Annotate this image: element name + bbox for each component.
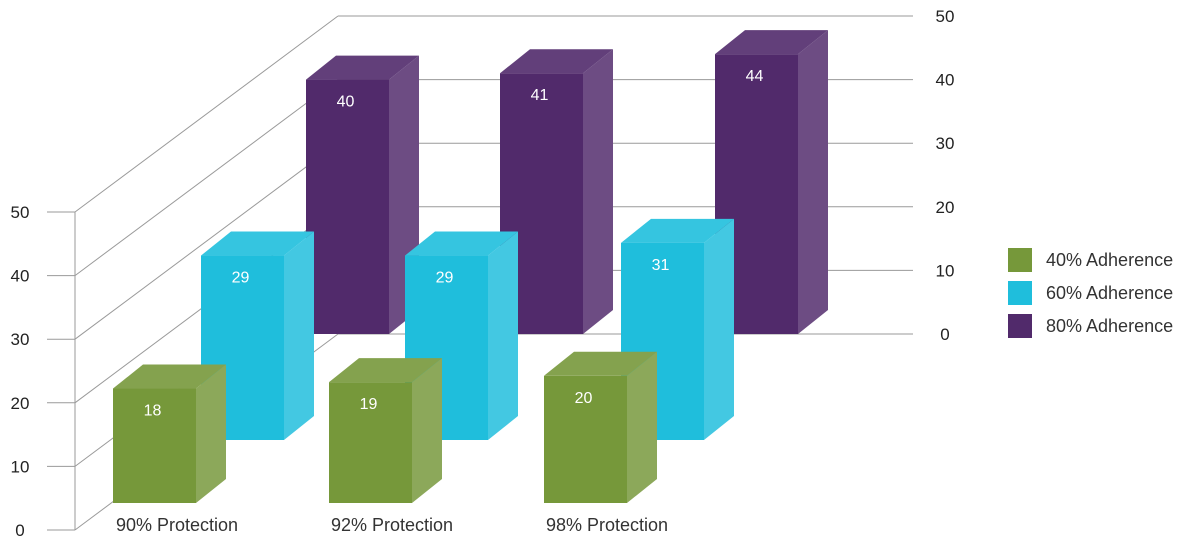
x-category-labels: 90% Protection 92% Protection 98% Protecti… bbox=[116, 515, 668, 535]
data-label: 19 bbox=[360, 396, 378, 413]
y-tick-label-right: 20 bbox=[936, 198, 955, 217]
bar-top-face bbox=[500, 49, 613, 74]
gridline-side bbox=[74, 15, 339, 213]
bar: 40 bbox=[306, 55, 419, 334]
data-label: 20 bbox=[575, 390, 593, 407]
y-tick-label-left: 0 bbox=[15, 521, 24, 536]
gridline-side bbox=[74, 142, 339, 340]
y-tick-label-right: 10 bbox=[936, 261, 955, 280]
y-tick-label-left: 50 bbox=[11, 203, 30, 222]
bar: 19 bbox=[329, 358, 442, 503]
data-label: 29 bbox=[232, 270, 250, 287]
legend: 40% Adherence 60% Adherence 80% Adherence bbox=[1008, 248, 1173, 338]
bar: 41 bbox=[500, 49, 613, 335]
bar-top-face bbox=[544, 351, 657, 376]
bar-front-face bbox=[113, 388, 196, 503]
bar-side-face bbox=[798, 30, 828, 334]
y-tick-label-left: 30 bbox=[11, 330, 30, 349]
bar-front-face bbox=[306, 79, 389, 334]
data-label: 44 bbox=[746, 68, 764, 85]
legend-label: 40% Adherence bbox=[1046, 250, 1173, 270]
y-tick-label-right: 0 bbox=[940, 325, 949, 344]
bar-side-face bbox=[488, 231, 518, 440]
bar-top-face bbox=[329, 358, 442, 383]
bar-side-face bbox=[583, 49, 613, 335]
y-tick-labels: 0 0 10 10 20 20 30 30 40 40 50 50 bbox=[11, 7, 955, 536]
legend-swatch bbox=[1008, 281, 1032, 305]
bar-side-face bbox=[704, 218, 734, 440]
legend-swatch bbox=[1008, 314, 1032, 338]
data-label: 29 bbox=[436, 270, 454, 287]
y-tick-label-left: 10 bbox=[11, 457, 30, 476]
data-label: 40 bbox=[337, 94, 355, 111]
y-tick-label-right: 30 bbox=[936, 134, 955, 153]
category-label: 90% Protection bbox=[116, 515, 238, 535]
bar-top-face bbox=[405, 231, 518, 256]
legend-item: 40% Adherence bbox=[1008, 248, 1173, 272]
category-label: 98% Protection bbox=[546, 515, 668, 535]
y-tick-label-left: 20 bbox=[11, 394, 30, 413]
y-tick-label-left: 40 bbox=[11, 267, 30, 286]
legend-item: 80% Adherence bbox=[1008, 314, 1173, 338]
bar: 29 bbox=[405, 231, 518, 440]
bar-top-face bbox=[715, 30, 828, 55]
bar-side-face bbox=[284, 231, 314, 440]
bar-side-face bbox=[196, 364, 226, 503]
legend-swatch bbox=[1008, 248, 1032, 272]
bar: 31 bbox=[621, 218, 734, 440]
bar-top-face bbox=[113, 364, 226, 389]
bar-side-face bbox=[412, 358, 442, 503]
bars: 40 41 44 29 29 31 18 19 20 bbox=[113, 30, 828, 503]
bar-top-face bbox=[306, 55, 419, 80]
bar-top-face bbox=[621, 218, 734, 243]
data-label: 18 bbox=[144, 403, 162, 420]
bar-top-face bbox=[201, 231, 314, 256]
bar: 20 bbox=[544, 351, 657, 503]
gridline-side bbox=[74, 79, 339, 277]
data-label: 41 bbox=[531, 87, 549, 104]
bar: 18 bbox=[113, 364, 226, 503]
bar-front-face bbox=[329, 382, 412, 503]
bar-side-face bbox=[627, 351, 657, 503]
y-tick-label-right: 40 bbox=[936, 71, 955, 90]
bar-front-face bbox=[544, 375, 627, 503]
category-label: 92% Protection bbox=[331, 515, 453, 535]
legend-label: 80% Adherence bbox=[1046, 316, 1173, 336]
y-tick-label-right: 50 bbox=[936, 7, 955, 26]
data-label: 31 bbox=[652, 257, 670, 274]
legend-item: 60% Adherence bbox=[1008, 281, 1173, 305]
legend-label: 60% Adherence bbox=[1046, 283, 1173, 303]
